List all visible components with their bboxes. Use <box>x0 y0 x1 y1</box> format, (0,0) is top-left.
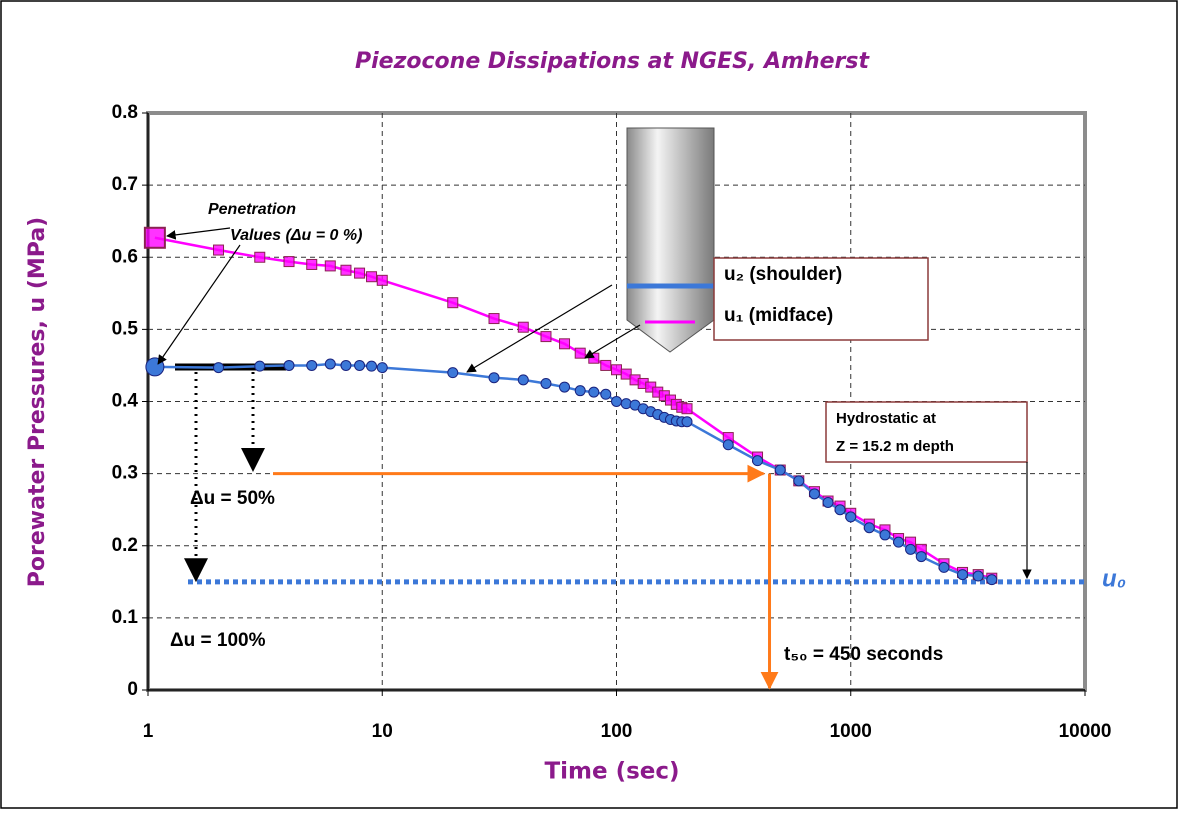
penetration-label: Penetration <box>208 201 296 218</box>
data-point <box>540 331 552 343</box>
data-point <box>722 439 734 451</box>
data-point <box>143 226 166 249</box>
data-point <box>447 367 459 379</box>
data-point <box>611 396 622 407</box>
data-point <box>517 374 529 386</box>
data-point <box>620 368 632 380</box>
data-point <box>540 377 552 389</box>
data-point <box>283 359 295 371</box>
x-tick-label: 10000 <box>1059 721 1112 742</box>
data-point <box>488 372 500 384</box>
data-point <box>938 561 950 573</box>
t50-label: t₅₀ = 450 seconds <box>784 644 943 665</box>
x-tick-label: 10 <box>372 721 393 742</box>
hydrostatic-label: Hydrostatic at <box>836 410 936 427</box>
data-point <box>774 464 786 476</box>
data-point <box>681 403 693 415</box>
data-point <box>793 475 805 487</box>
data-point <box>972 570 984 582</box>
y-axis-title: Porewater Pressures, u (MPa) <box>25 217 50 587</box>
data-point <box>559 381 571 393</box>
data-point <box>376 362 388 374</box>
data-point <box>254 360 266 372</box>
data-point <box>354 267 366 279</box>
y-tick-label: 0 <box>127 679 138 700</box>
data-point <box>845 511 857 523</box>
plot-area: 0 0.1 0.2 0.3 0.4 0.5 0.6 0.7 0.8 1 10 100 1000 10000 <box>112 102 1112 742</box>
y-tick-label: 0.2 <box>112 535 138 556</box>
x-tick-label: 100 <box>601 721 633 742</box>
data-point <box>879 529 891 541</box>
legend <box>713 257 929 341</box>
data-point <box>340 359 352 371</box>
y-tick-label: 0.1 <box>112 607 139 628</box>
data-point <box>517 321 529 333</box>
data-point <box>752 455 764 467</box>
cone-icon <box>626 127 715 353</box>
data-point <box>681 416 693 428</box>
data-point <box>366 360 378 372</box>
half-label: Δu = 50% <box>190 488 275 509</box>
legend-entry: u₁ (midface) <box>724 305 833 326</box>
data-point <box>822 496 834 508</box>
data-point <box>447 297 459 309</box>
data-point <box>808 488 820 500</box>
y-tick-label: 0.4 <box>112 391 139 412</box>
data-point <box>986 574 998 586</box>
data-point <box>620 398 632 410</box>
x-tick-label: 1000 <box>830 721 872 742</box>
data-point <box>574 347 586 359</box>
data-point <box>588 386 600 398</box>
data-point <box>957 569 969 581</box>
data-point <box>905 543 917 555</box>
data-point <box>893 536 905 548</box>
data-point <box>574 385 586 397</box>
data-point <box>488 313 500 325</box>
full-label: Δu = 100% <box>170 630 266 651</box>
data-point <box>600 359 612 371</box>
data-point <box>600 388 612 400</box>
data-point <box>306 258 318 270</box>
data-point <box>611 364 622 376</box>
hydrostatic-label: Z = 15.2 m depth <box>836 438 954 455</box>
data-point <box>213 362 225 374</box>
penetration-label: Values (Δu = 0 %) <box>230 227 362 244</box>
data-point <box>324 358 336 370</box>
data-point <box>915 551 927 563</box>
data-point <box>366 271 378 283</box>
u0-label: u₀ <box>1102 565 1126 592</box>
pointer-arrows <box>157 227 1032 579</box>
data-point <box>340 264 352 276</box>
x-axis-title: Time (sec) <box>544 759 679 785</box>
y-tick-label: 0.3 <box>112 463 138 484</box>
y-tick-label: 0.8 <box>112 102 138 123</box>
y-tick-label: 0.7 <box>112 174 138 195</box>
data-point <box>354 359 366 371</box>
data-point <box>306 359 318 371</box>
x-tick-label: 1 <box>143 721 154 742</box>
chart-title: Piezocone Dissipations at NGES, Amherst <box>355 49 870 74</box>
data-point <box>834 504 846 516</box>
legend-entry: u₂ (shoulder) <box>724 264 842 285</box>
data-point <box>863 522 875 534</box>
hydrostatic-box <box>825 401 1028 463</box>
data-point <box>324 260 336 272</box>
y-tick-label: 0.6 <box>112 246 138 267</box>
data-point <box>213 244 225 256</box>
data-point <box>376 274 388 286</box>
data-point <box>145 357 165 377</box>
data-point <box>283 256 295 268</box>
data-point <box>254 251 266 263</box>
data-point <box>559 338 571 350</box>
y-tick-label: 0.5 <box>112 318 139 339</box>
